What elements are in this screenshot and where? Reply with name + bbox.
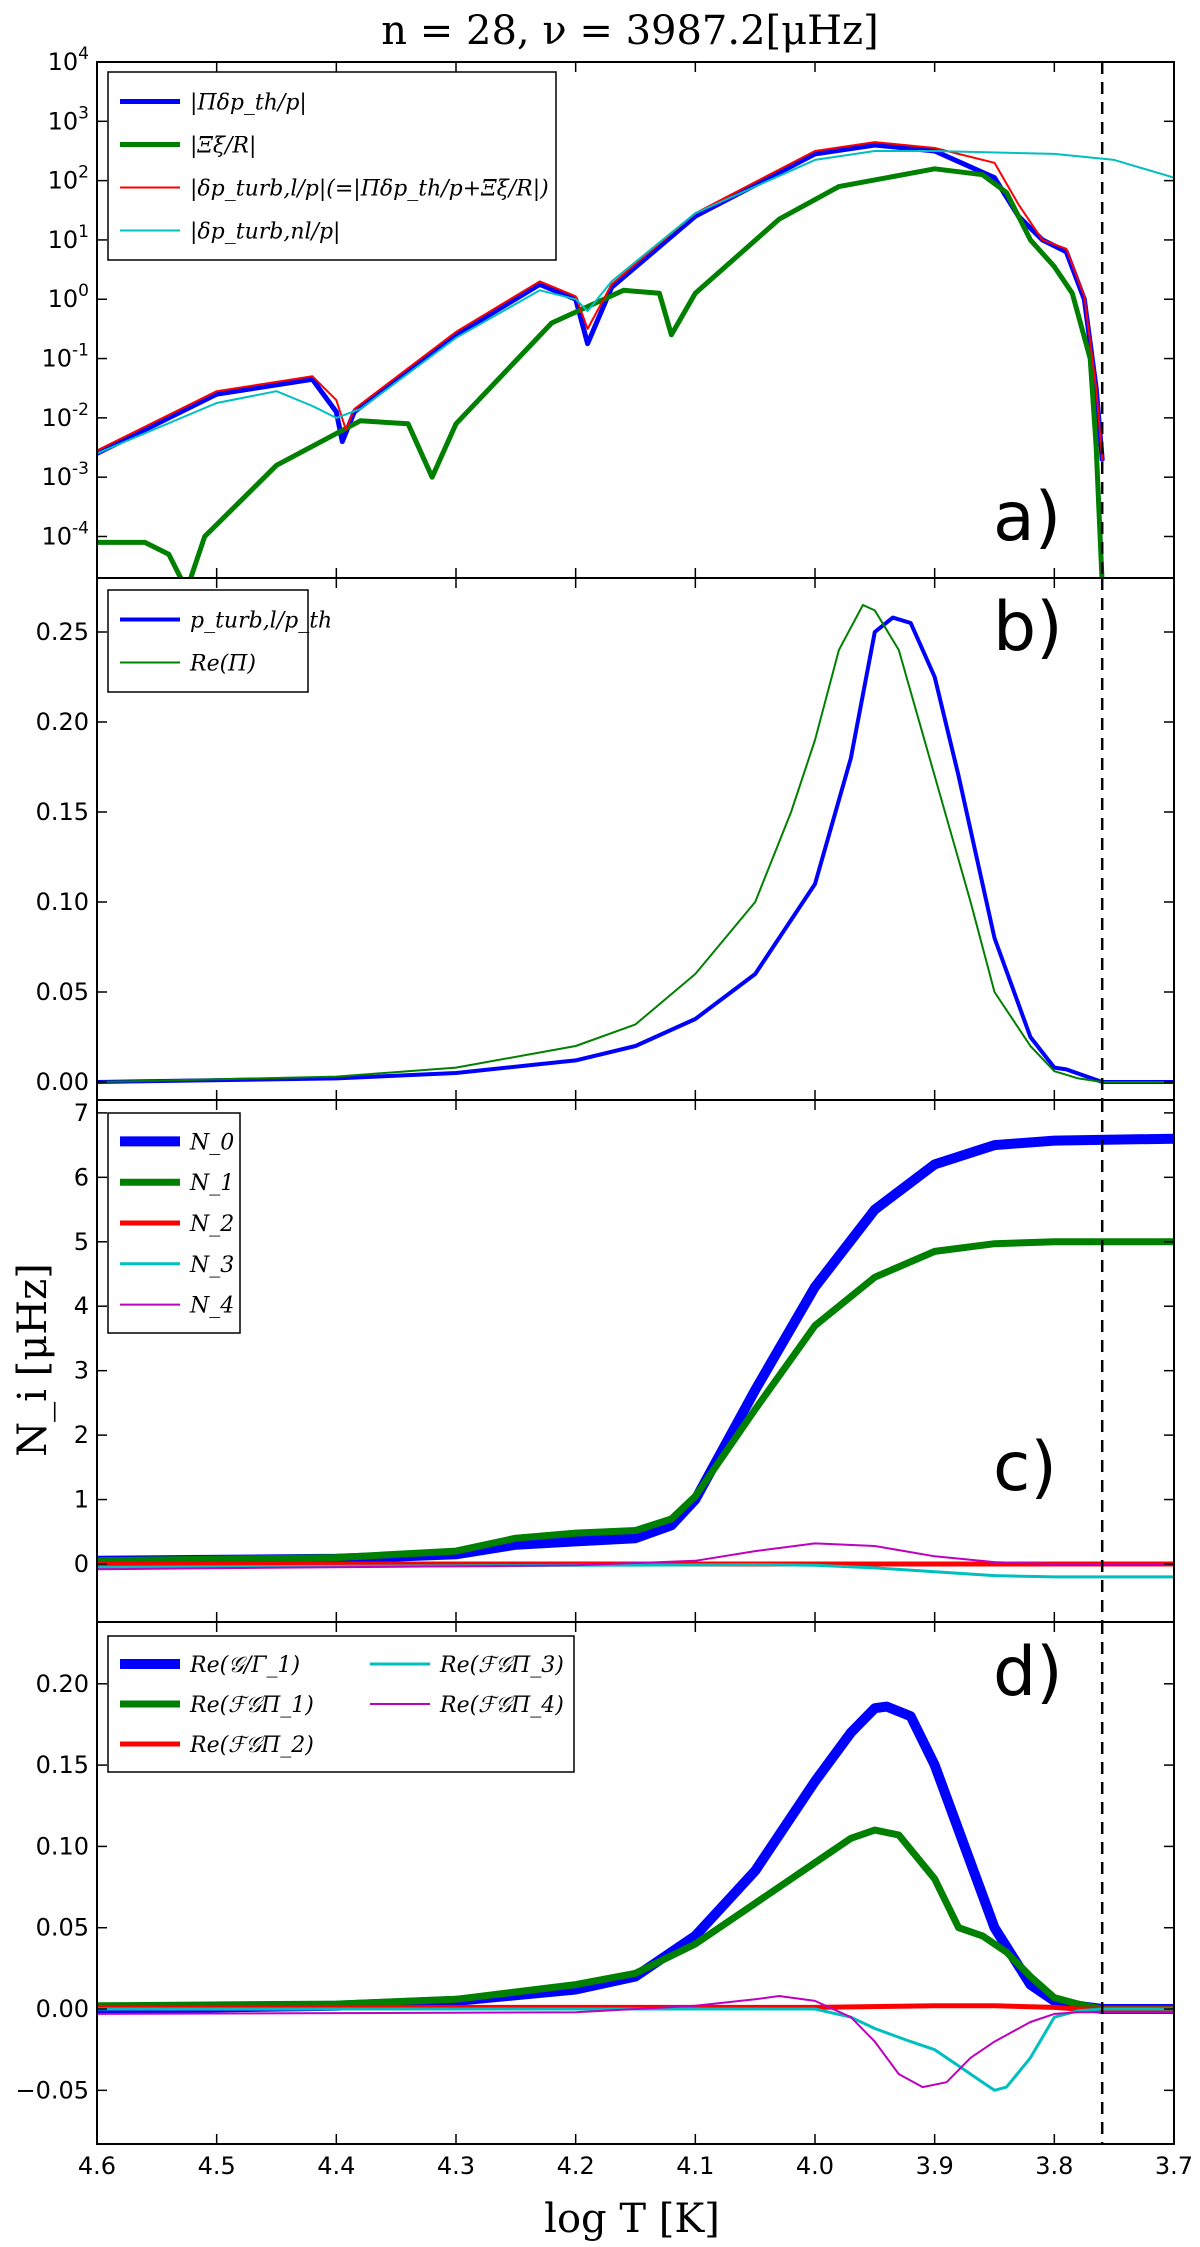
panel-frame xyxy=(96,1621,1175,2145)
legend: N_0 N_1 N_2 N_3 N_4 xyxy=(107,1112,241,1334)
y-tick-label: 5 xyxy=(74,1228,89,1256)
y-tick-label: 10-1 xyxy=(42,341,90,373)
y-tick-label: 6 xyxy=(74,1163,89,1191)
legend-label: |Πδp_th/p| xyxy=(190,91,307,116)
y-tick-label: 0.10 xyxy=(36,1832,89,1860)
y-tick-label: 0.25 xyxy=(36,618,89,646)
y-tick-label: 0.20 xyxy=(36,708,89,736)
legend-label: |δp_turb,nl/p| xyxy=(190,220,340,245)
y-tick-label: 10-2 xyxy=(42,400,90,432)
y-tick-label: 7 xyxy=(74,1099,89,1127)
x-tick-label: 3.7 xyxy=(1155,2152,1193,2180)
series-line-3-4 xyxy=(97,1995,1174,2089)
y-tick-label: 1 xyxy=(74,1486,89,1514)
series-line-2-3 xyxy=(97,1563,1174,1579)
panels-group: 10-410-310-210-1100101102103104a)|Πδp_th… xyxy=(15,44,1193,2180)
y-tick-label: 104 xyxy=(48,44,89,76)
panel-2: 0 1 2 3 4 5 6 7 c) N_0 N_1 N_2 N_3 N_4 xyxy=(74,1099,1175,1623)
legend-label: N_2 xyxy=(189,1212,234,1237)
y-tick-label: 0.20 xyxy=(36,1670,89,1698)
series-line-2-1 xyxy=(97,1238,1174,1565)
legend: p_turb,l/p_th Re(Π) xyxy=(107,589,332,693)
legend-label: Re(ℱ𝒢Π_4) xyxy=(439,1693,564,1718)
legend-label: Re(Π) xyxy=(189,652,256,677)
series-line-0-0 xyxy=(97,142,1105,462)
series-group xyxy=(97,1133,1174,1579)
y-tick-label: 0.10 xyxy=(36,888,89,916)
panel-letter: a) xyxy=(993,478,1061,557)
y-tick-label: 0.00 xyxy=(36,1995,89,2023)
panel-letter: b) xyxy=(993,588,1063,667)
legend-label: Re(ℱ𝒢Π_1) xyxy=(189,1693,314,1718)
legend: Re(𝒢/Γ_1) Re(ℱ𝒢Π_1) Re(ℱ𝒢Π_2) Re(ℱ𝒢Π_3) Re(ℱ… xyxy=(107,1635,575,1773)
series-line-0-2 xyxy=(97,141,1104,461)
y-tick-label: 0.15 xyxy=(36,798,89,826)
panel-letter: c) xyxy=(993,1428,1057,1507)
y-tick-label: 0.05 xyxy=(36,1914,89,1942)
x-tick-label: 4.3 xyxy=(437,2152,475,2180)
legend-label: Re(ℱ𝒢Π_3) xyxy=(439,1653,564,1678)
legend-label: N_0 xyxy=(189,1130,234,1155)
y-tick-label: 10-3 xyxy=(42,459,90,491)
legend-box xyxy=(107,589,309,693)
legend-label: |δp_turb,l/p|(=|Πδp_th/p+Ξξ/R|) xyxy=(190,177,549,202)
panel-1: 0.00 0.05 0.10 0.15 0.20 0.25 b) p_turb,l/p_th R… xyxy=(36,577,1175,1101)
x-tick-label: 4.2 xyxy=(557,2152,595,2180)
panel-letter: d) xyxy=(993,1633,1063,1712)
y-tick-label: 0.15 xyxy=(36,1751,89,1779)
legend-label: N_1 xyxy=(189,1171,234,1196)
series-line-3-3 xyxy=(97,2007,1174,2092)
legend-label: p_turb,l/p_th xyxy=(190,609,332,634)
y-tick-label: 0.05 xyxy=(36,978,89,1006)
y-tick-label: 10-4 xyxy=(42,518,90,550)
y-tick-label: 0.00 xyxy=(36,1068,89,1096)
legend-box xyxy=(107,71,557,261)
y-tick-label: 0 xyxy=(74,1550,89,1578)
legend-label: N_4 xyxy=(189,1294,234,1319)
series-group xyxy=(97,1701,1174,2092)
y-tick-label: 4 xyxy=(74,1292,89,1320)
series-line-1-1 xyxy=(97,604,1174,1083)
legend-label: |Ξξ/R| xyxy=(190,134,256,159)
series-line-3-1 xyxy=(97,1826,1174,2013)
y-tick-label: 100 xyxy=(48,281,89,313)
legend-label: Re(𝒢/Γ_1) xyxy=(189,1653,300,1678)
y-tick-label: 2 xyxy=(74,1421,89,1449)
y-axis-label-panel-c: N_i [μHz] xyxy=(10,1263,56,1457)
legend: |Πδp_th/p| |Ξξ/R| |δp_turb,l/p|(=|Πδp_th/p… xyxy=(107,71,557,261)
panel-3: −0.05 0.00 0.05 0.10 0.15 0.20 4.6 4.5 4.4 4.3 4.2… xyxy=(15,1621,1193,2180)
x-tick-label: 4.6 xyxy=(78,2152,116,2180)
panel-0: 10-4 10-3 10-2 10-1 100 101 102 103 104 a) |Πδp_th… xyxy=(42,44,1175,579)
y-tick-label: 101 xyxy=(48,222,89,254)
figure-title: n = 28, ν = 3987.2[μHz] xyxy=(381,8,878,54)
series-group xyxy=(97,604,1174,1084)
x-tick-label: 3.8 xyxy=(1035,2152,1073,2180)
legend-label: N_3 xyxy=(189,1253,234,1278)
y-tick-label: 103 xyxy=(48,103,89,135)
x-tick-label: 4.4 xyxy=(317,2152,355,2180)
y-tick-label: 102 xyxy=(48,163,89,195)
x-tick-label: 4.5 xyxy=(198,2152,236,2180)
x-tick-label: 4.1 xyxy=(676,2152,714,2180)
series-line-0-1 xyxy=(97,166,1105,578)
x-axis-label: log T [K] xyxy=(544,2196,720,2242)
y-tick-label: −0.05 xyxy=(15,2076,89,2104)
series-line-0-3 xyxy=(97,150,1174,455)
series-group xyxy=(97,141,1174,578)
legend-label: Re(ℱ𝒢Π_2) xyxy=(189,1733,314,1758)
y-tick-label: 3 xyxy=(74,1357,89,1385)
series-line-2-4 xyxy=(97,1542,1174,1571)
x-tick-label: 3.9 xyxy=(916,2152,954,2180)
x-tick-label: 4.0 xyxy=(796,2152,834,2180)
legend-box xyxy=(107,1635,575,1773)
panel-frame xyxy=(96,1099,1175,1623)
